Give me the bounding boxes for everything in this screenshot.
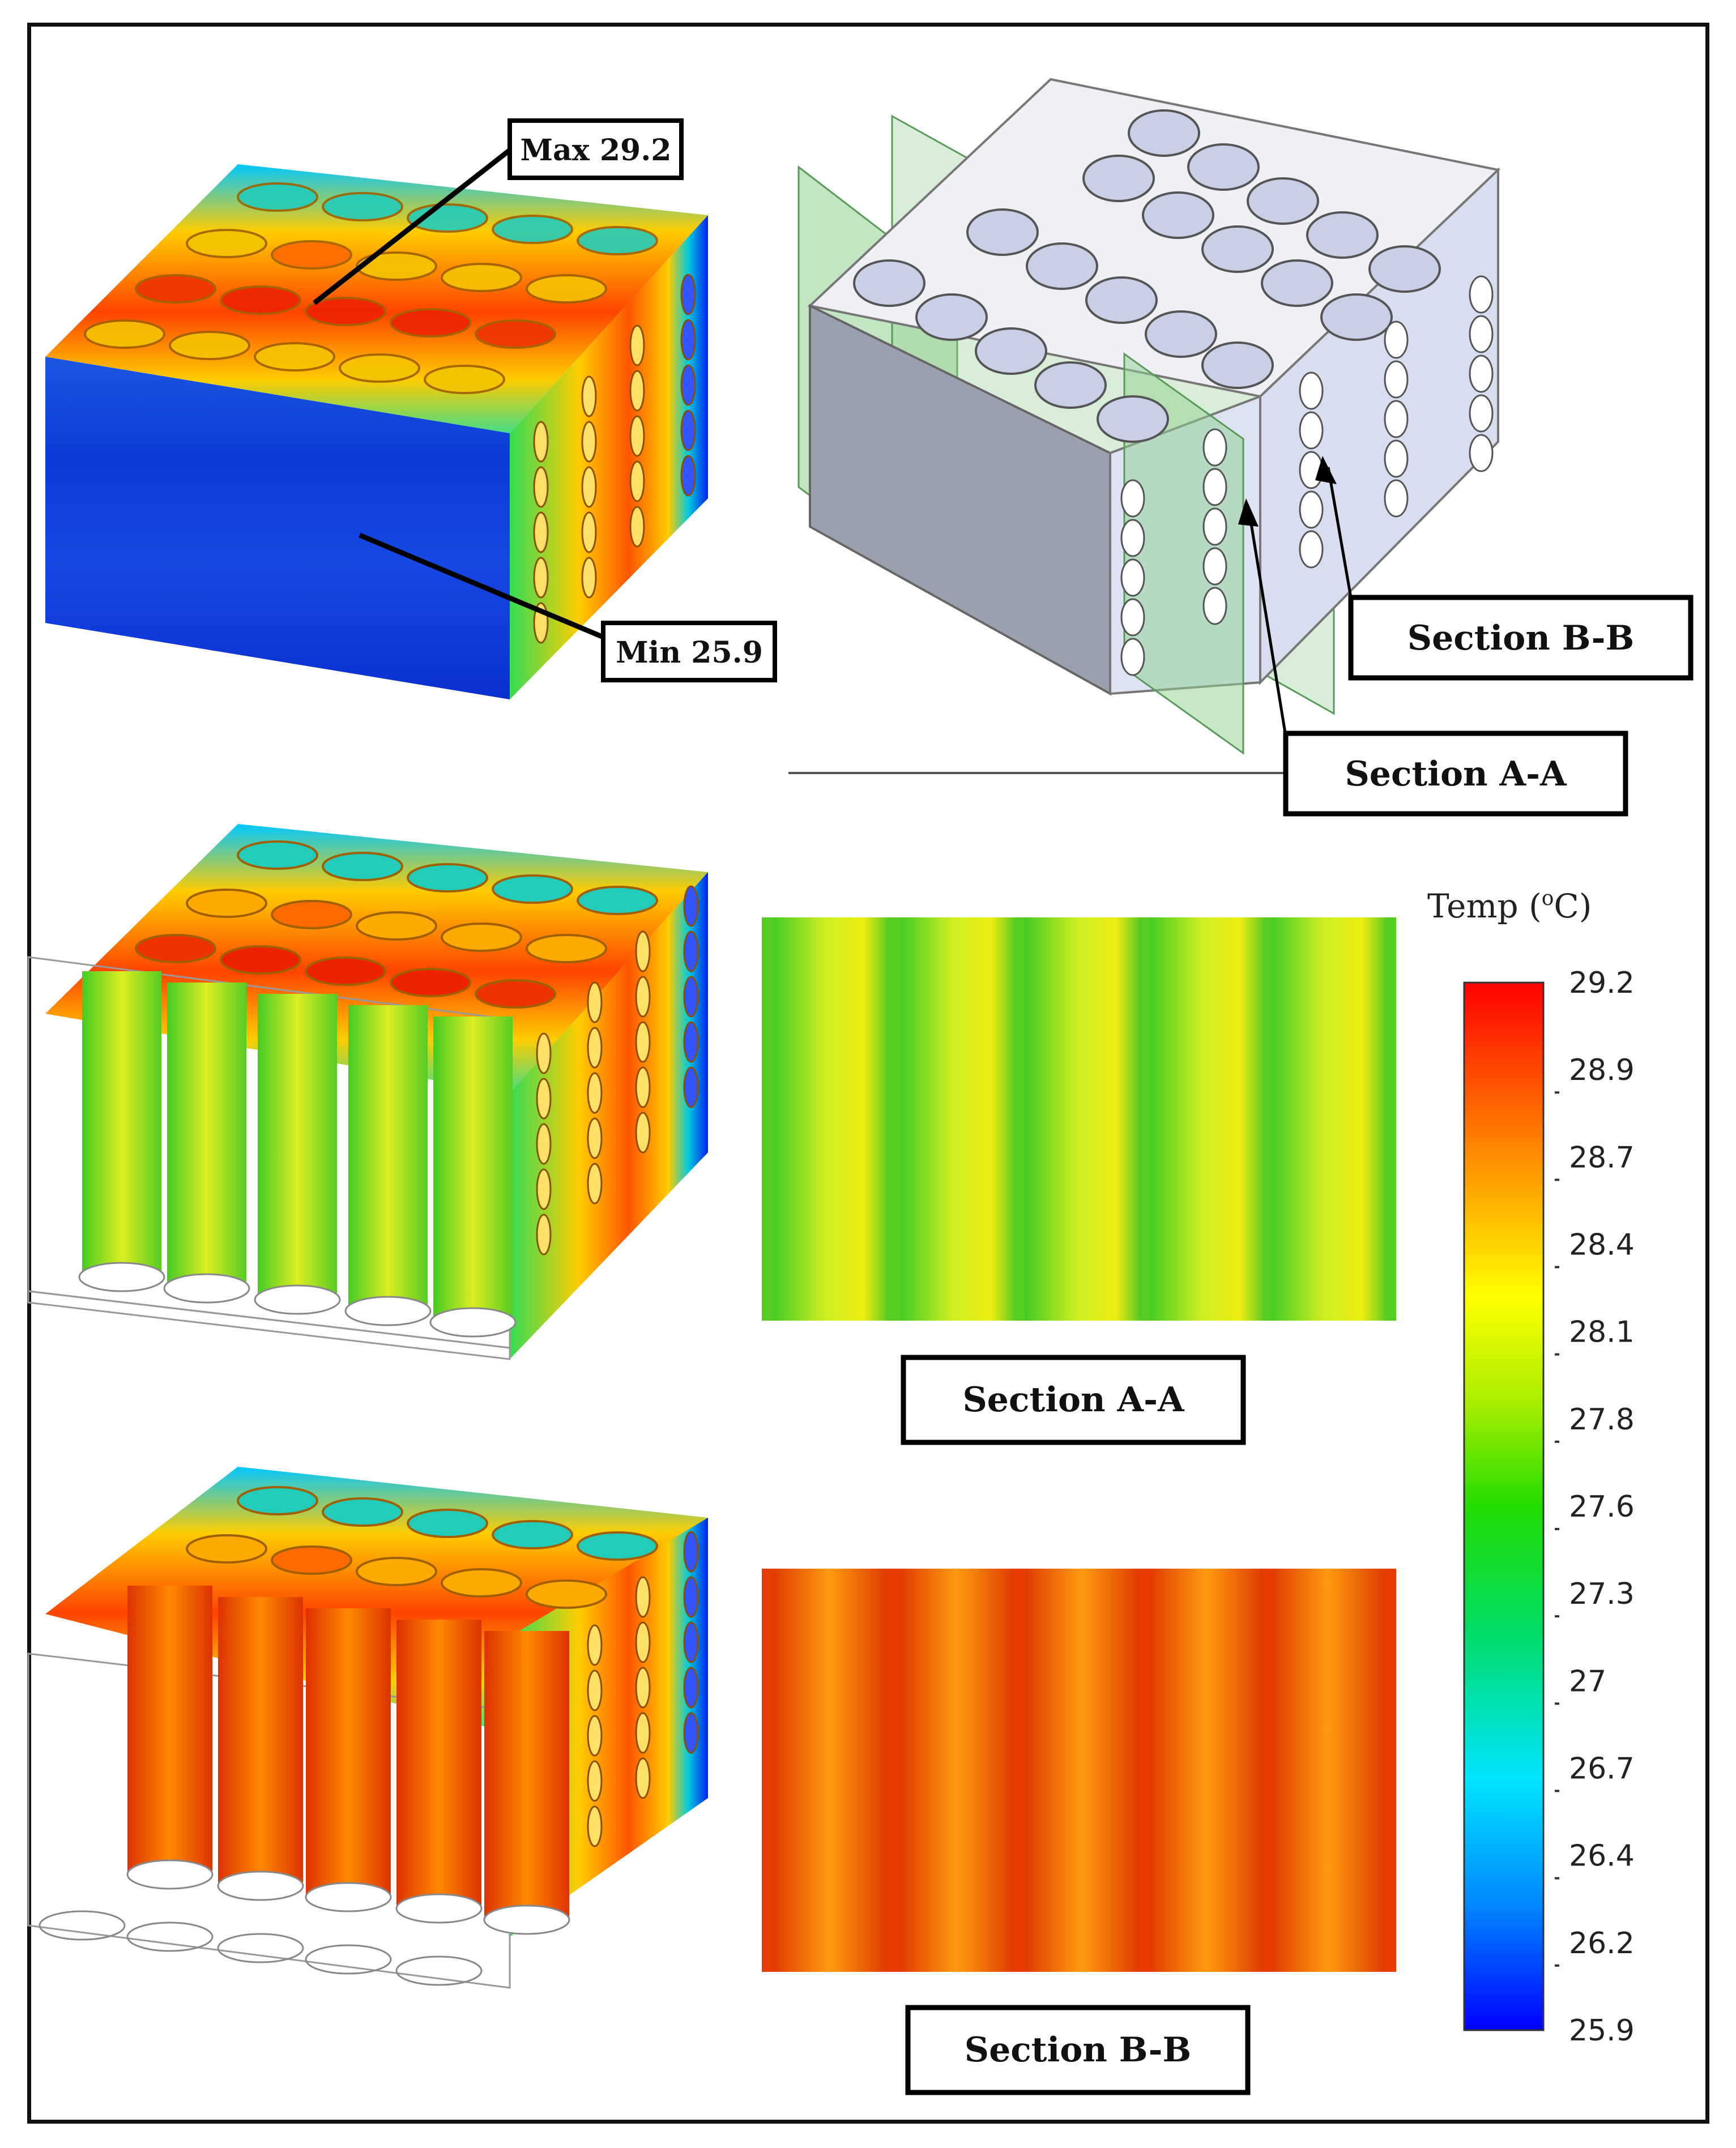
colorbar-tick-label: 29.2 — [1569, 966, 1635, 1000]
colorbar-tick-label: 28.9 — [1569, 1053, 1635, 1087]
colorbar-tick-label: 25.9 — [1569, 2014, 1635, 2048]
section-a-bottom-box — [901, 1355, 1246, 1445]
max-leader-line — [313, 148, 511, 305]
top-hole-grid — [84, 182, 658, 394]
section-b-bottom-label: Section B-B — [965, 2030, 1192, 2070]
cut-b-cylinders — [127, 1586, 569, 1920]
colorbar-tick-label: 27 — [1569, 1664, 1606, 1698]
colorbar-ticks: 29.2 28.9 28.7 28.4 28.1 27.8 27.6 27.3 27 26.7 26… — [1555, 966, 1635, 2048]
cut-a-bottom-ellipses — [78, 1262, 517, 1338]
section-b-arrow — [1326, 467, 1353, 598]
colorbar-tick-label: 28.1 — [1569, 1316, 1635, 1350]
geometry-side-holes — [1120, 275, 1494, 676]
min-callout: Min 25.9 — [616, 635, 763, 670]
block-temperature-full: Max 29.2 Min 25.9 — [45, 118, 777, 699]
cut-a-top-holes — [135, 840, 658, 1009]
colorbar-tick-label: 26.4 — [1569, 1839, 1635, 1873]
section-a-top-box — [1283, 731, 1628, 817]
section-a-arrow — [1247, 509, 1287, 737]
colorbar-tick-label: 27.8 — [1569, 1403, 1635, 1437]
section-b-contour: Section B-B — [762, 1569, 1396, 2095]
section-b-top-box — [1348, 595, 1694, 681]
colorbar-tick-label: 27.3 — [1569, 1577, 1635, 1611]
section-a-contour: Section A-A — [762, 917, 1396, 1445]
cut-a-cylinders — [82, 971, 513, 1322]
section-b-arrowhead — [1315, 456, 1337, 484]
section-a-top-label: Section A-A — [1345, 754, 1567, 794]
section-a-arrowhead — [1238, 498, 1259, 527]
block-geometry-sections: Section B-B Section A-A — [788, 78, 1694, 817]
section-b-bottom-box — [905, 2005, 1251, 2095]
colorbar-rect — [1463, 981, 1545, 2031]
max-callout-box — [507, 118, 684, 180]
cut-a-side-holes — [536, 885, 699, 1256]
block-front-face — [45, 357, 510, 699]
colorbar-tick-label: 28.4 — [1569, 1228, 1635, 1262]
section-a-bottom-label: Section A-A — [962, 1380, 1185, 1420]
block-side-face — [510, 215, 708, 699]
cut-b-side-holes — [587, 1531, 699, 1847]
side-hole-grid — [533, 274, 696, 644]
colorbar-tick-label: 27.6 — [1569, 1490, 1635, 1524]
block-cut-section-a — [27, 824, 708, 1360]
min-leader-line — [359, 532, 604, 640]
colorbar-tick-label: 26.2 — [1569, 1927, 1635, 1961]
temperature-colorbar: Temp (oC) 29.2 28.9 28.7 28.4 28.1 27.8 27.6 27… — [1427, 887, 1635, 2048]
colorbar-tick-label: 26.7 — [1569, 1752, 1635, 1786]
min-callout-box — [601, 621, 777, 682]
colorbar-title: Temp (oC) — [1427, 887, 1592, 925]
geometry-top-holes — [853, 109, 1441, 443]
block-cut-section-b — [27, 1467, 708, 1989]
max-callout: Max 29.2 — [520, 133, 671, 168]
cut-b-top-holes — [186, 1486, 658, 1609]
cut-a-side-face — [510, 872, 708, 1359]
section-b-top-label: Section B-B — [1407, 618, 1635, 658]
cut-b-bottom-ellipses — [39, 1859, 570, 1986]
colorbar-tick-label: 28.7 — [1569, 1141, 1635, 1175]
